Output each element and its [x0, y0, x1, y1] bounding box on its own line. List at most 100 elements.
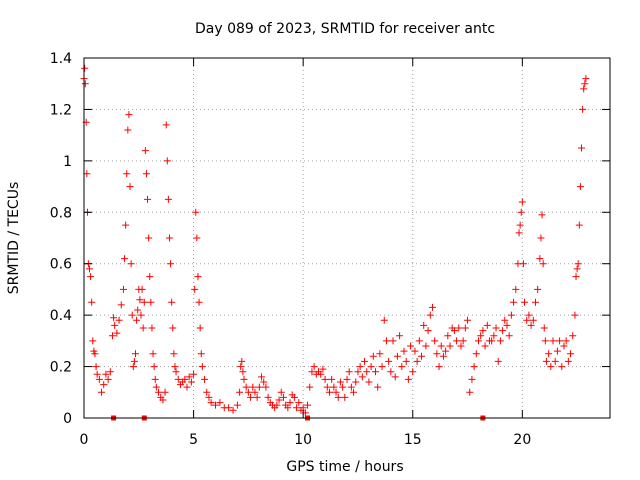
data-point: [203, 388, 211, 396]
data-point: [523, 316, 531, 324]
data-point: [518, 198, 526, 206]
data-point: [169, 324, 177, 332]
data-point: [149, 350, 157, 358]
data-point: [139, 324, 147, 332]
data-point: [358, 373, 366, 381]
data-point: [407, 342, 415, 350]
data-point: [225, 404, 233, 412]
data-point: [409, 368, 417, 376]
data-point: [499, 327, 507, 335]
data-point: [422, 342, 430, 350]
data-point: [343, 375, 351, 383]
data-point: [161, 388, 169, 396]
data-point: [428, 303, 436, 311]
data-point: [369, 352, 377, 360]
data-point: [191, 285, 199, 293]
data-point: [411, 347, 419, 355]
data-point: [371, 368, 379, 376]
data-point: [253, 393, 261, 401]
data-point: [365, 378, 373, 386]
data-point: [168, 298, 176, 306]
data-point: [330, 383, 338, 391]
data-point: [525, 311, 533, 319]
data-point: [196, 324, 204, 332]
data-point: [205, 393, 213, 401]
data-point: [461, 324, 469, 332]
data-point: [251, 388, 259, 396]
data-point: [380, 316, 388, 324]
data-point: [374, 383, 382, 391]
data-point: [367, 363, 375, 371]
y-tick-label: 0: [63, 411, 72, 427]
data-point: [277, 388, 285, 396]
data-point: [457, 342, 465, 350]
data-point: [87, 273, 95, 281]
data-point: [152, 383, 160, 391]
data-point: [193, 234, 201, 242]
data-point: [308, 368, 316, 376]
data-point: [264, 393, 272, 401]
data-point: [540, 324, 548, 332]
data-point: [144, 195, 152, 203]
data-point: [85, 265, 93, 273]
data-point: [162, 121, 170, 129]
data-point: [317, 370, 325, 378]
data-point: [127, 260, 135, 268]
data-point: [310, 363, 318, 371]
data-point: [125, 111, 133, 119]
data-point: [216, 399, 224, 407]
data-point: [516, 221, 524, 229]
data-point: [517, 208, 525, 216]
data-point: [527, 321, 535, 329]
data-point: [378, 363, 386, 371]
data-point: [336, 378, 344, 386]
data-point: [136, 296, 144, 304]
data-point: [352, 378, 360, 386]
data-point: [113, 329, 121, 337]
data-point: [89, 337, 97, 345]
plot-frame: [83, 57, 611, 419]
data-point: [262, 383, 270, 391]
data-point: [255, 383, 263, 391]
data-point: [402, 357, 410, 365]
data-point: [492, 324, 500, 332]
x-tick-label: 20: [513, 432, 531, 448]
data-point: [537, 234, 545, 242]
y-tick-label: 0.2: [50, 360, 72, 376]
data-point: [306, 383, 314, 391]
data-point: [413, 357, 421, 365]
data-point: [382, 337, 390, 345]
data-point: [181, 375, 189, 383]
data-point: [426, 311, 434, 319]
data-point: [121, 255, 129, 263]
data-point: [387, 368, 395, 376]
data-point: [88, 298, 96, 306]
data-point: [233, 401, 241, 409]
data-point: [81, 64, 89, 72]
data-point: [437, 342, 445, 350]
data-point: [549, 337, 557, 345]
data-point: [400, 347, 408, 355]
data-point: [171, 363, 179, 371]
data-point: [354, 368, 362, 376]
data-point: [170, 350, 178, 358]
data-point: [242, 383, 250, 391]
data-point: [92, 363, 100, 371]
data-point: [545, 350, 553, 358]
data-point: [108, 332, 116, 340]
data-point: [279, 393, 287, 401]
data-point: [468, 375, 476, 383]
data-point: [581, 80, 589, 88]
data-point: [488, 337, 496, 345]
data-point: [505, 332, 513, 340]
data-point: [229, 406, 237, 414]
data-point: [147, 298, 155, 306]
data-point: [183, 383, 191, 391]
data-point: [323, 383, 331, 391]
data-point: [541, 337, 549, 345]
data-point: [164, 195, 172, 203]
data-point: [275, 396, 283, 404]
data-point: [472, 350, 480, 358]
data-point: [192, 208, 200, 216]
